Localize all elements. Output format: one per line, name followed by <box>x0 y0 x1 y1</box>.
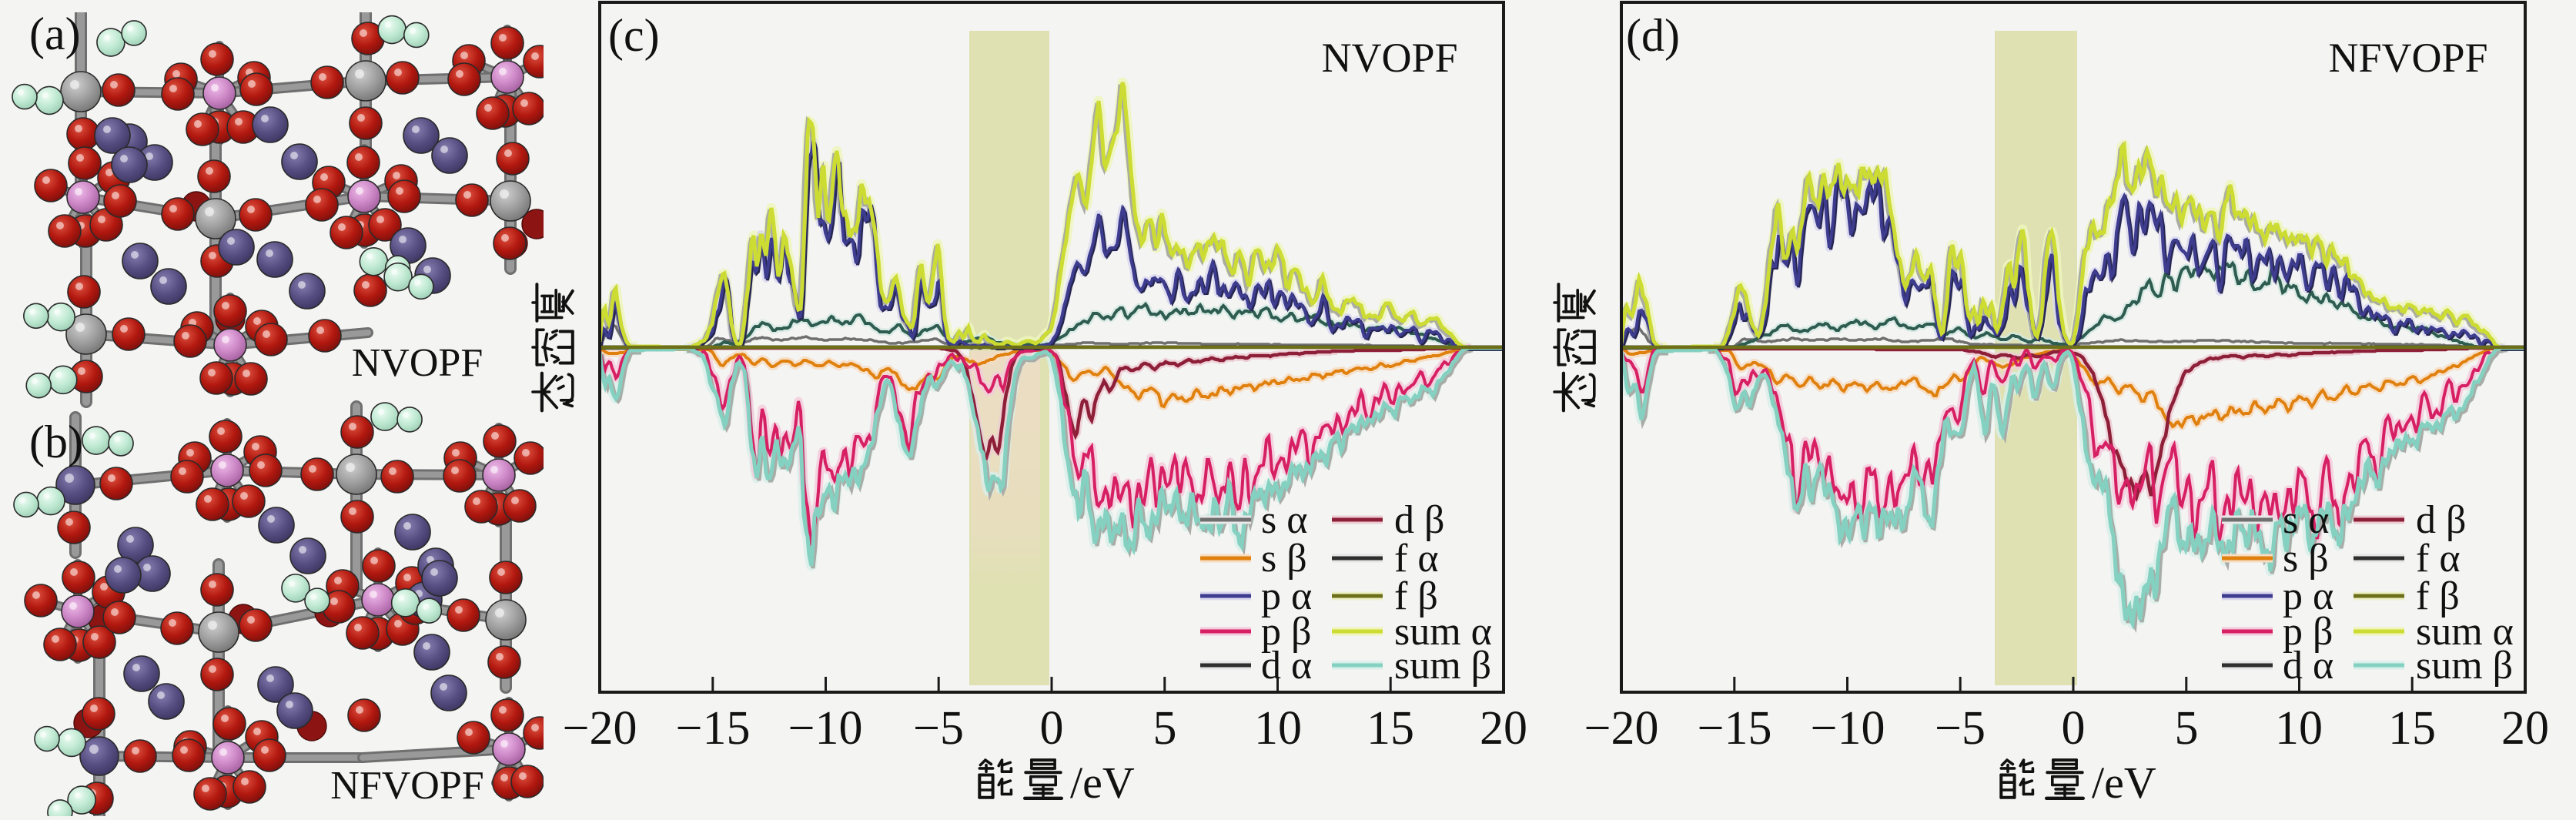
svg-text:sum α: sum α <box>1394 610 1492 654</box>
svg-text:NVOPF: NVOPF <box>1321 35 1457 81</box>
svg-text:5: 5 <box>2175 702 2199 755</box>
svg-text:NFVOPF: NFVOPF <box>330 764 483 808</box>
svg-text:d α: d α <box>2283 644 2333 688</box>
svg-text:f β: f β <box>1394 574 1438 618</box>
svg-text:f α: f α <box>2416 537 2461 581</box>
svg-text:p α: p α <box>1261 574 1312 618</box>
svg-text:−20: −20 <box>1584 702 1659 755</box>
svg-text:(c): (c) <box>608 10 660 61</box>
svg-text:20: 20 <box>2501 702 2549 755</box>
svg-text:−15: −15 <box>676 702 751 755</box>
svg-text:s α: s α <box>1261 498 1307 542</box>
svg-text:s β: s β <box>2283 537 2329 581</box>
svg-text:15: 15 <box>2388 702 2436 755</box>
svg-text:f α: f α <box>1394 537 1439 581</box>
svg-text:−5: −5 <box>1935 702 1986 755</box>
svg-text:−15: −15 <box>1698 702 1772 755</box>
svg-text:0: 0 <box>2062 702 2086 755</box>
svg-text:(b): (b) <box>29 417 83 467</box>
svg-text:10: 10 <box>1254 702 1302 755</box>
svg-text:(d): (d) <box>1626 10 1680 61</box>
svg-text:f β: f β <box>2416 574 2460 618</box>
svg-text:sum β: sum β <box>2416 644 2513 688</box>
svg-text:sum β: sum β <box>1394 644 1491 688</box>
svg-text:NVOPF: NVOPF <box>352 341 483 385</box>
svg-text:−20: −20 <box>563 702 637 755</box>
svg-text:0: 0 <box>1040 702 1064 755</box>
svg-text:−10: −10 <box>788 702 863 755</box>
svg-text:p α: p α <box>2283 574 2333 618</box>
svg-text:s α: s α <box>2283 498 2329 542</box>
svg-text:10: 10 <box>2275 702 2323 755</box>
svg-text:−10: −10 <box>1811 702 1885 755</box>
svg-text:15: 15 <box>1367 702 1414 755</box>
svg-text:d β: d β <box>2416 498 2466 542</box>
svg-text:s β: s β <box>1261 537 1307 581</box>
svg-text:NFVOPF: NFVOPF <box>2328 35 2487 81</box>
svg-text:sum α: sum α <box>2416 610 2514 654</box>
svg-text:/eV: /eV <box>2092 758 2156 808</box>
svg-text:(a): (a) <box>29 8 81 59</box>
svg-text:p β: p β <box>1261 610 1311 654</box>
svg-text:d β: d β <box>1394 498 1444 542</box>
svg-text:p β: p β <box>2283 610 2333 654</box>
svg-text:/eV: /eV <box>1070 758 1135 808</box>
svg-text:−5: −5 <box>913 702 964 755</box>
svg-text:5: 5 <box>1153 702 1177 755</box>
svg-text:d α: d α <box>1261 644 1312 688</box>
svg-text:20: 20 <box>1480 702 1527 755</box>
